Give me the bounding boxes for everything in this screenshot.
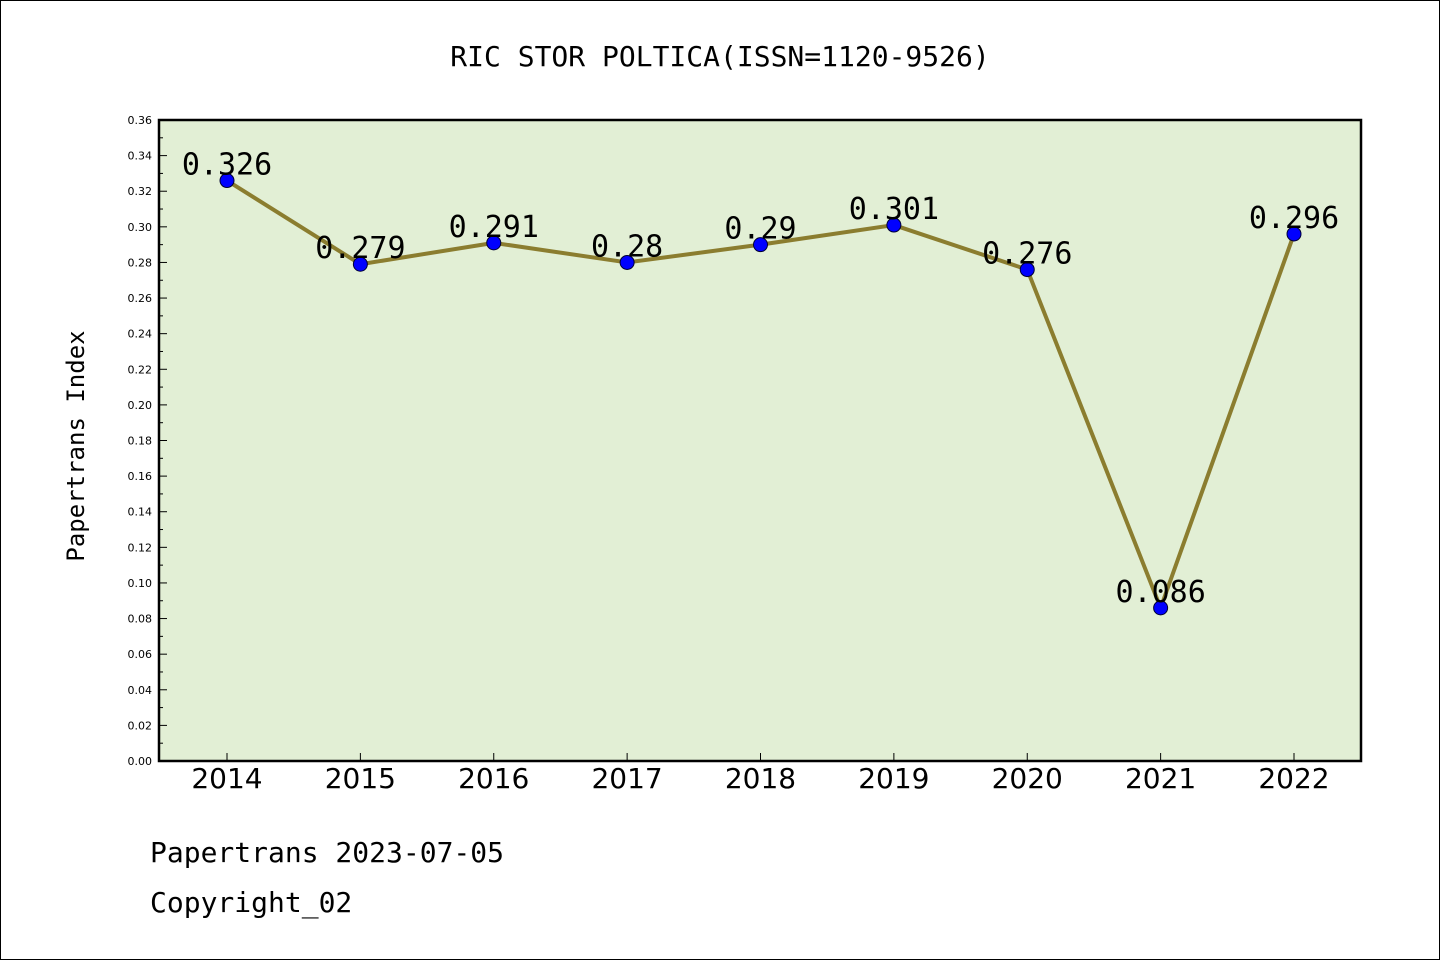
y-tick-label: 0.20: [128, 399, 153, 412]
y-axis-ticks: 0.00 0.02 0.04 0.06 0.08 0.10 0.12 0.14 0.16 0.18…: [128, 114, 167, 768]
y-tick-label: 0.00: [128, 755, 153, 768]
data-labels: 0.326 0.279 0.291 0.28 0.29 0.301 0.276 0.086 0.…: [182, 148, 1339, 610]
data-point: [352, 256, 368, 272]
data-point: [219, 173, 235, 189]
data-point: [1019, 262, 1035, 278]
y-tick-label: 0.18: [128, 435, 153, 448]
x-tick-label: 2019: [858, 762, 929, 795]
data-point: [619, 254, 635, 270]
y-tick-label: 0.26: [128, 292, 153, 305]
y-tick-label: 0.24: [128, 328, 153, 341]
x-tick-label: 2022: [1258, 762, 1329, 795]
data-label: 0.279: [315, 231, 405, 266]
data-point: [886, 217, 902, 233]
chart-title: RIC STOR POLTICA(ISSN=1120-9526): [450, 40, 989, 73]
data-points: [219, 173, 1302, 616]
data-point: [486, 235, 502, 251]
data-label: 0.276: [982, 237, 1072, 272]
y-tick-label: 0.14: [128, 506, 153, 519]
data-label: 0.29: [724, 212, 796, 247]
data-label: 0.086: [1115, 575, 1205, 610]
y-tick-label: 0.16: [128, 470, 153, 483]
footer-copyright: Copyright_02: [150, 886, 353, 919]
y-tick-label: 0.36: [128, 114, 153, 127]
y-tick-label: 0.22: [128, 363, 153, 376]
footer-date-line: Papertrans 2023-07-05: [150, 836, 505, 869]
y-tick-label: 0.34: [128, 150, 153, 163]
y-tick-label: 0.32: [128, 185, 153, 198]
y-tick-label: 0.06: [128, 648, 153, 661]
data-label: 0.326: [182, 148, 272, 183]
y-tick-label: 0.02: [128, 719, 153, 732]
x-tick-label: 2021: [1125, 762, 1196, 795]
plot-border: [157, 118, 1363, 763]
data-point: [1153, 600, 1169, 616]
x-tick-label: 2017: [591, 762, 662, 795]
x-tick-label: 2016: [458, 762, 529, 795]
y-tick-label: 0.10: [128, 577, 153, 590]
x-axis-ticks: 2014 2015 2016 2017 2018 2019 2020 2021 2022: [191, 753, 1330, 795]
data-label: 0.291: [449, 210, 539, 245]
y-tick-label: 0.30: [128, 221, 153, 234]
y-tick-label: 0.04: [128, 684, 153, 697]
y-tick-label: 0.08: [128, 613, 153, 626]
data-label: 0.28: [591, 229, 663, 264]
plot-area: [159, 120, 1361, 761]
x-tick-label: 2014: [191, 762, 262, 795]
y-tick-label: 0.12: [128, 541, 153, 554]
y-axis-label: Papertrans Index: [62, 330, 90, 561]
data-label: 0.301: [849, 192, 939, 227]
data-label: 0.296: [1249, 201, 1339, 236]
x-tick-label: 2018: [725, 762, 796, 795]
x-tick-label: 2015: [325, 762, 396, 795]
x-tick-label: 2020: [992, 762, 1063, 795]
data-point: [1286, 226, 1302, 242]
data-point: [753, 237, 768, 253]
y-tick-label: 0.28: [128, 256, 153, 269]
